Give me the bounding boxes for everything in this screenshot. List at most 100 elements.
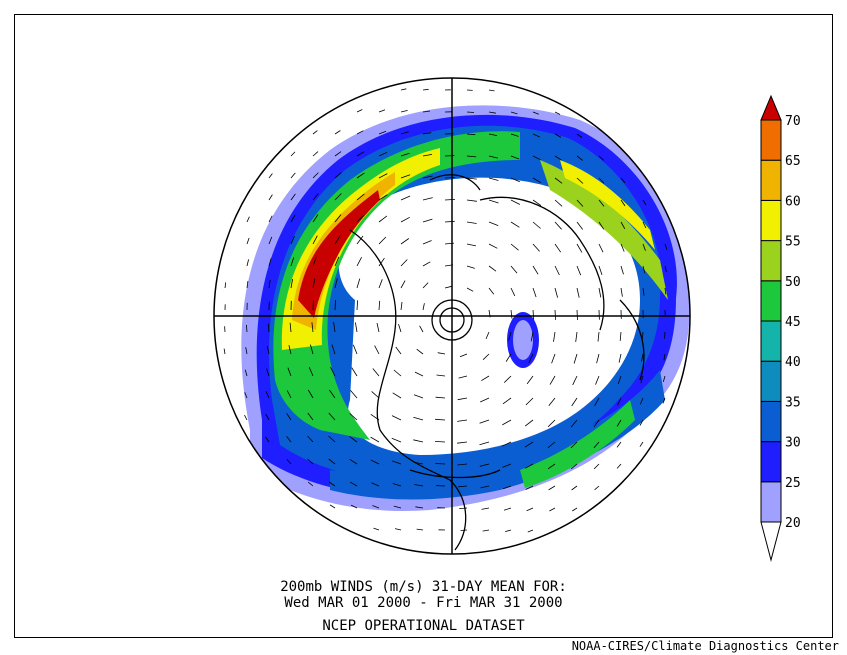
wind-vector xyxy=(372,368,380,377)
wind-vector xyxy=(328,435,336,443)
wind-vector xyxy=(356,151,365,157)
wind-vector xyxy=(664,243,668,250)
wind-vector xyxy=(642,287,645,296)
wind-vector xyxy=(376,322,380,333)
wind-vector xyxy=(554,287,558,298)
wind-vector xyxy=(488,199,499,204)
wind-vector xyxy=(400,280,406,289)
wind-vector xyxy=(245,347,248,355)
wind-vector xyxy=(510,309,513,319)
wind-vector xyxy=(413,394,424,399)
wind-vector xyxy=(510,199,521,205)
wind-vector xyxy=(265,436,270,443)
wind-vector xyxy=(308,367,314,377)
wind-vector xyxy=(334,193,342,201)
wind-vector xyxy=(551,353,556,364)
wind-vector xyxy=(378,130,387,135)
wind-vector xyxy=(466,133,476,136)
colorbar-swatch xyxy=(760,360,782,402)
wind-vector xyxy=(246,259,249,267)
wind-vector xyxy=(594,397,600,406)
wind-vector xyxy=(618,353,622,363)
wind-vector xyxy=(246,237,250,245)
wind-vector xyxy=(286,436,292,443)
wind-vector xyxy=(290,172,296,179)
wind-vector xyxy=(378,236,387,245)
wind-vector xyxy=(356,214,365,223)
wind-vector xyxy=(617,375,622,385)
wind-vector xyxy=(307,481,314,487)
wind-vector xyxy=(547,419,556,428)
wind-vector xyxy=(502,419,512,426)
colorbar-under-triangle xyxy=(760,521,782,562)
wind-vector xyxy=(400,152,410,157)
wind-vector xyxy=(422,110,431,113)
wind-vector xyxy=(479,419,490,424)
wind-vector xyxy=(370,459,380,465)
wind-vector xyxy=(422,282,429,289)
colorbar: 20 25 30 35 40 45 50 55 60 65 70 xyxy=(760,94,801,562)
wind-vector xyxy=(395,346,402,355)
wind-vector xyxy=(312,214,319,223)
wind-vector xyxy=(554,243,562,253)
wind-vector xyxy=(479,441,490,446)
wind-vector xyxy=(620,243,625,252)
wind-vector xyxy=(457,463,468,466)
wind-vector xyxy=(466,155,477,158)
wind-vector xyxy=(458,485,468,488)
wind-vector xyxy=(554,111,561,115)
wind-vector xyxy=(392,483,402,487)
wind-vector xyxy=(268,236,273,245)
wind-vector xyxy=(268,279,271,289)
wind-vector xyxy=(457,397,468,401)
wind-vector xyxy=(334,130,341,135)
colorbar-swatch xyxy=(760,199,782,242)
wind-vector xyxy=(400,174,411,179)
wind-vector xyxy=(598,265,603,276)
wind-vector xyxy=(334,235,341,245)
wind-vector xyxy=(334,151,342,157)
wind-vector xyxy=(400,238,410,245)
wind-vector xyxy=(288,345,292,355)
colorbar-label: 55 xyxy=(785,235,801,250)
wind-vector xyxy=(548,397,556,407)
wind-vector xyxy=(571,485,578,491)
wind-vector xyxy=(532,221,541,229)
colorbar-label: 70 xyxy=(785,114,801,129)
wind-vector xyxy=(391,437,402,443)
wind-vector xyxy=(290,214,296,223)
wind-vector xyxy=(503,507,512,511)
wind-vector xyxy=(598,177,605,184)
wind-vector xyxy=(547,441,556,449)
wind-vector xyxy=(349,436,358,443)
wind-vector xyxy=(598,199,605,207)
wind-vector xyxy=(378,173,388,179)
wind-vector xyxy=(392,392,402,399)
wind-vector xyxy=(532,133,540,138)
wind-vector xyxy=(287,367,292,377)
wind-vector xyxy=(510,155,520,160)
wind-vector xyxy=(508,331,512,341)
wind-vector xyxy=(266,368,270,377)
wind-vector xyxy=(422,197,433,201)
wind-vector xyxy=(553,331,556,342)
wind-vector xyxy=(481,507,490,510)
wind-vector xyxy=(524,441,534,448)
wind-vector xyxy=(413,416,424,421)
wind-vector xyxy=(458,375,468,379)
wind-vector xyxy=(548,485,556,491)
wind-vector xyxy=(554,309,556,320)
colorbar-over-triangle xyxy=(760,94,782,121)
wind-vector xyxy=(576,221,584,230)
wind-vector xyxy=(370,413,380,421)
wind-vector xyxy=(532,177,542,184)
wind-vector xyxy=(416,348,424,355)
colorbar-label: 25 xyxy=(785,476,801,491)
wind-vector xyxy=(488,177,499,181)
wind-vector xyxy=(554,221,562,230)
wind-vector xyxy=(422,303,425,311)
wind-vector xyxy=(554,177,563,184)
wind-vector xyxy=(350,504,358,509)
colorbar-label: 50 xyxy=(785,275,801,290)
wind-vector xyxy=(290,151,296,157)
